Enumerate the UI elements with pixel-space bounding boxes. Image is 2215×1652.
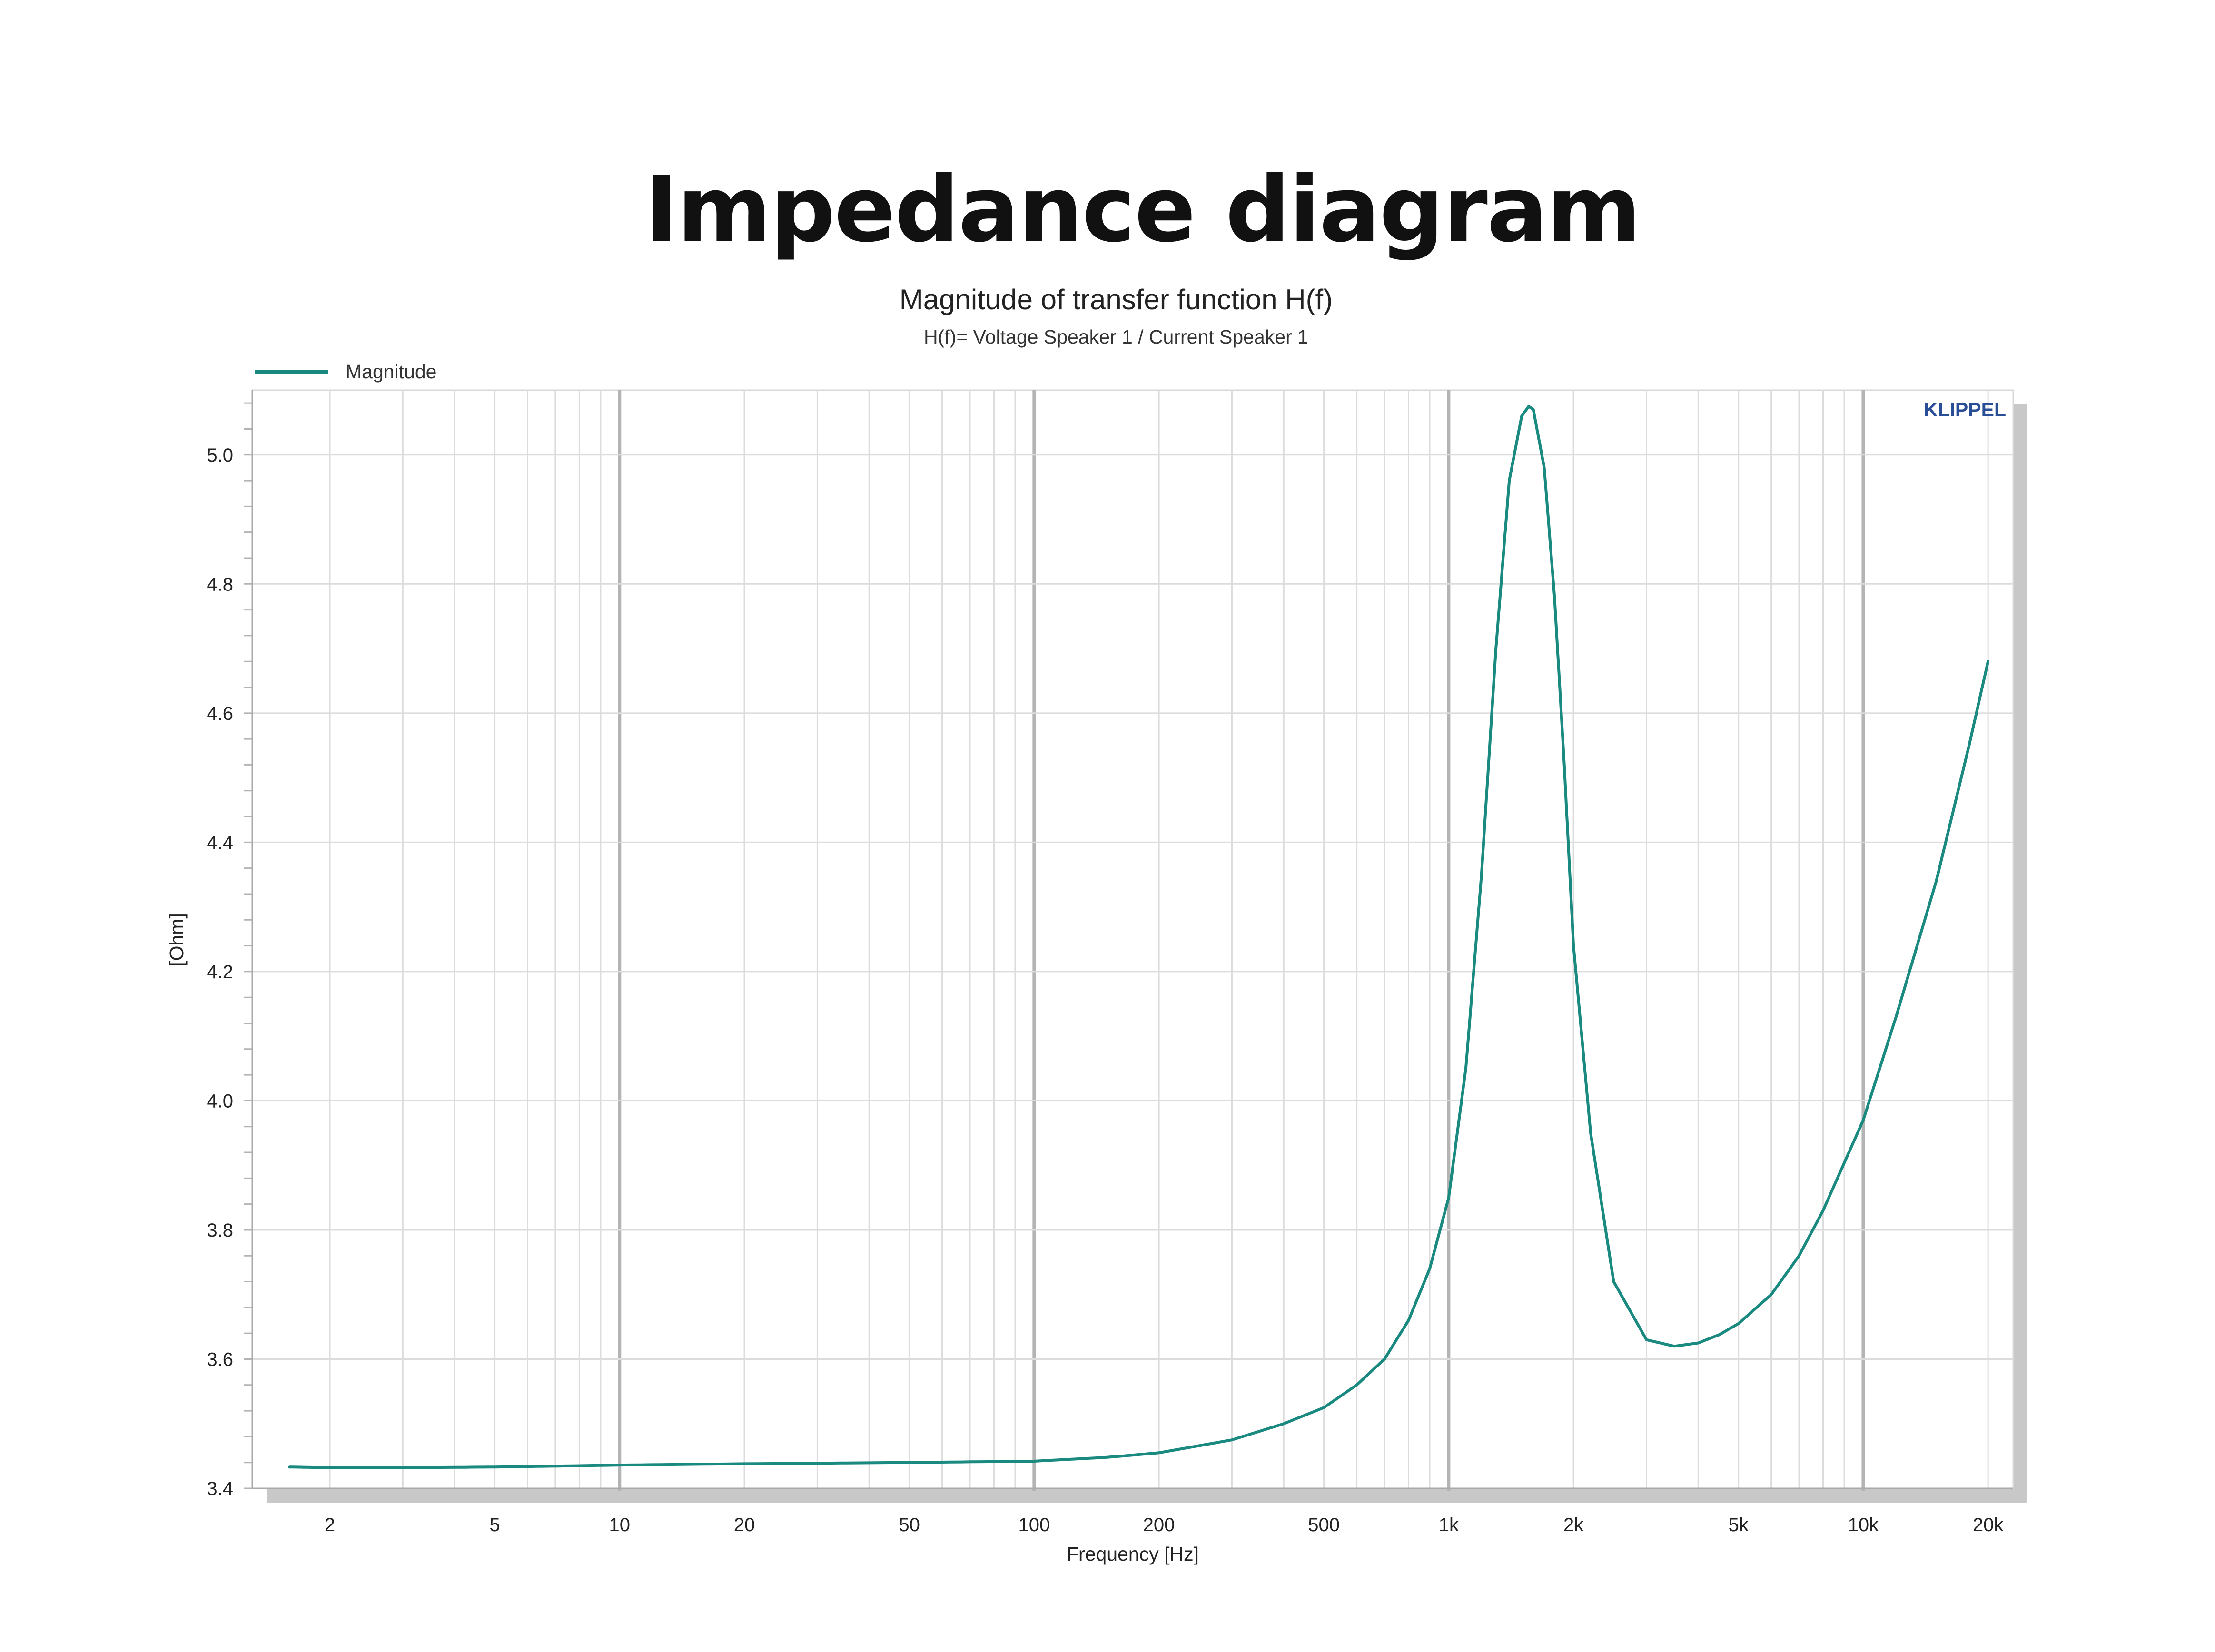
- y-tick-label: 5.0: [207, 445, 233, 466]
- x-tick-label: 200: [1143, 1514, 1175, 1535]
- chart-title: Magnitude of transfer function H(f): [900, 284, 1333, 315]
- plot-area: [251, 389, 2014, 1489]
- y-tick-label: 4.2: [207, 962, 233, 983]
- y-tick-label: 4.0: [207, 1091, 233, 1111]
- y-tick-label: 3.4: [207, 1478, 233, 1499]
- x-tick-label: 10k: [1848, 1514, 1879, 1535]
- x-tick-label: 5: [489, 1514, 500, 1535]
- x-tick-label: 20k: [1973, 1514, 2004, 1535]
- x-tick-label: 5k: [1729, 1514, 1749, 1535]
- minor-grid-vertical: [329, 390, 1989, 1488]
- x-tick-label: 2k: [1563, 1514, 1584, 1535]
- page-title: Impedance diagram: [644, 157, 1641, 262]
- y-tick-label: 4.8: [207, 574, 233, 595]
- x-tick-label: 500: [1308, 1514, 1340, 1535]
- y-tick-labels: 3.4 3.6 3.8 4.0 4.2 4.4 4.6 4.8 5.0: [207, 445, 233, 1499]
- x-tick-label: 20: [734, 1514, 755, 1535]
- y-tick-label: 4.6: [207, 703, 233, 724]
- legend: Magnitude: [255, 361, 436, 383]
- x-tick-label: 2: [325, 1514, 335, 1535]
- grid-horizontal: [252, 454, 2013, 1360]
- major-grid-vertical: [618, 390, 1865, 1491]
- x-tick-label: 1k: [1439, 1514, 1459, 1535]
- chart-subtitle: H(f)= Voltage Speaker 1 / Current Speake…: [924, 326, 1308, 348]
- x-tick-labels: 2 5 10 20 50 100 200 500 1k 2k 5k 10k 20k: [325, 1514, 2004, 1535]
- legend-label-magnitude: Magnitude: [346, 361, 436, 383]
- x-tick-label: 100: [1018, 1514, 1050, 1535]
- y-tick-label: 3.8: [207, 1220, 233, 1241]
- y-tick-label: 4.4: [207, 832, 233, 853]
- x-axis-label: Frequency [Hz]: [1067, 1543, 1199, 1565]
- y-axis-minor-ticks: [244, 402, 252, 1489]
- y-tick-label: 3.6: [207, 1349, 233, 1370]
- klippel-watermark: KLIPPEL: [1924, 399, 2006, 421]
- y-axis-label: [Ohm]: [166, 913, 188, 966]
- x-tick-label: 50: [899, 1514, 920, 1535]
- series-layer: [288, 404, 1990, 1469]
- series-line-magnitude: [288, 404, 1990, 1469]
- x-tick-label: 10: [609, 1514, 631, 1535]
